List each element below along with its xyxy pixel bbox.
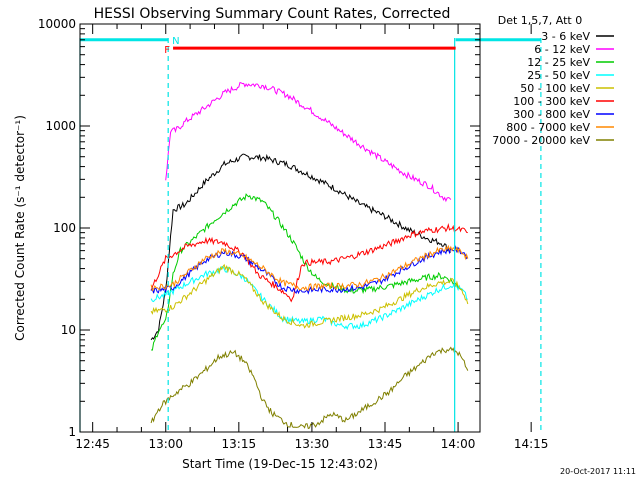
y-tick-label: 1 [68,425,76,439]
legend-label: 3 - 6 keV [541,30,590,43]
flag-bar-label: F [164,45,170,56]
x-tick-label: 13:30 [295,437,330,451]
series-line [150,223,468,303]
y-tick-label: 10 [61,323,76,337]
x-axis-label: Start Time (19-Dec-15 12:43:02) [182,457,378,471]
footer-timestamp: 20-Oct-2017 11:11 [560,467,636,476]
y-tick-label: 10000 [38,17,76,31]
series-line [150,346,469,430]
x-tick-label: 12:45 [75,437,110,451]
series-line [150,244,469,292]
y-tick-label: 100 [53,221,76,235]
chart-title: HESSI Observing Summary Count Rates, Cor… [94,6,451,22]
legend-label: 6 - 12 keV [534,43,590,56]
x-tick-label: 13:00 [148,437,183,451]
series-line [150,153,451,341]
legend-label: 100 - 300 keV [513,95,590,108]
series-line [165,81,452,203]
y-tick-label: 1000 [45,119,76,133]
x-tick-label: 14:00 [441,437,476,451]
series-line [151,193,464,351]
series-line [150,245,469,295]
legend-title: Det 1,5,7, Att 0 [498,14,582,27]
legend-label: 300 - 800 keV [513,108,590,121]
plot-frame [79,23,481,433]
x-tick-label: 14:15 [514,437,549,451]
legend-label: 800 - 7000 keV [506,121,590,134]
legend-label: 12 - 25 keV [527,56,590,69]
y-axis-label: Corrected Count Rate (s⁻¹ detector⁻¹) [13,115,27,341]
legend-label: 25 - 50 keV [527,69,590,82]
legend-label: 7000 - 20000 keV [492,134,590,147]
x-tick-label: 13:15 [222,437,257,451]
marker-label: N [172,36,179,47]
x-tick-label: 13:45 [368,437,403,451]
series-line [150,266,468,331]
legend-label: 50 - 100 keV [520,82,590,95]
series-line [150,263,469,329]
